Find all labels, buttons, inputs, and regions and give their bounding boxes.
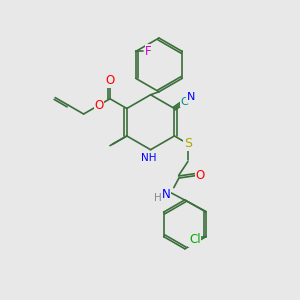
Text: N: N <box>186 92 195 102</box>
Text: F: F <box>145 45 152 58</box>
Text: NH: NH <box>141 153 157 163</box>
Text: O: O <box>105 74 115 87</box>
Text: H: H <box>154 194 162 203</box>
Text: O: O <box>196 169 205 182</box>
Text: S: S <box>184 137 192 150</box>
Text: N: N <box>162 188 170 201</box>
Text: C: C <box>181 97 188 106</box>
Text: O: O <box>94 99 104 112</box>
Text: Cl: Cl <box>189 233 200 246</box>
